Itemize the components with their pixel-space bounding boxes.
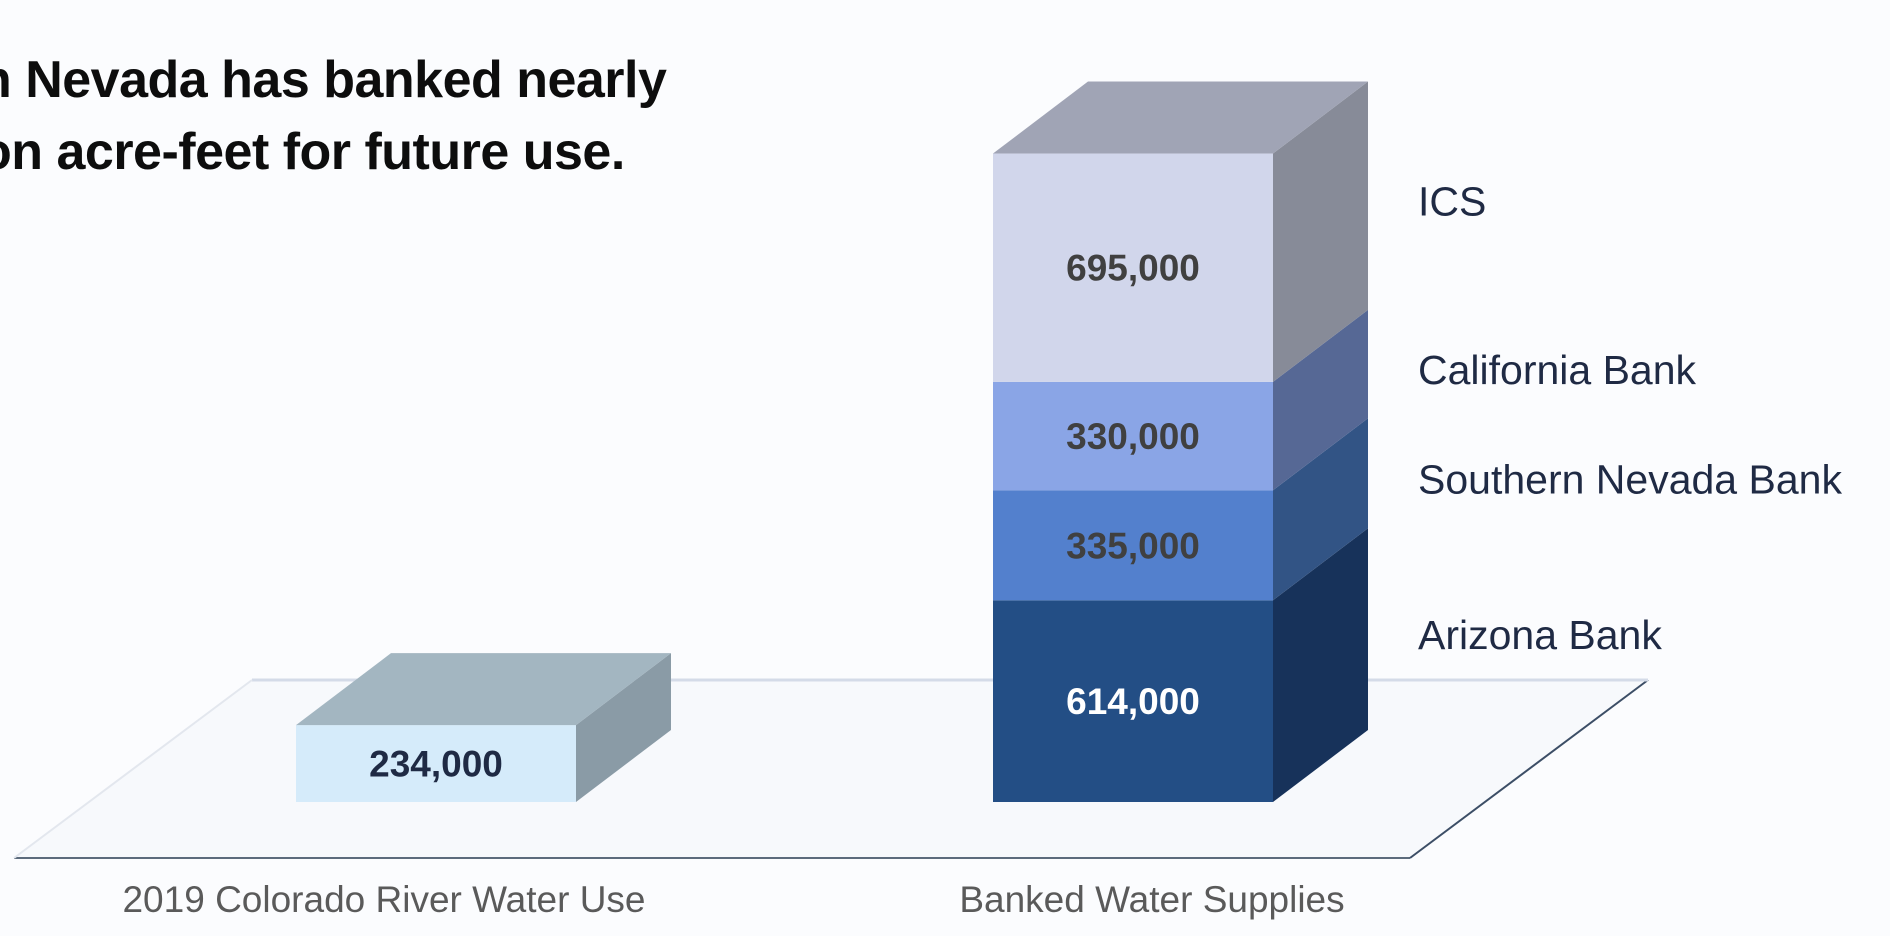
floor-plane	[14, 680, 1648, 858]
bar-segment	[993, 309, 1368, 491]
floor-left-edge	[13, 679, 253, 859]
bar-front-face	[993, 600, 1273, 802]
legend-label: Southern Nevada Bank	[1418, 456, 1842, 502]
category-label: Banked Water Supplies	[959, 879, 1344, 920]
data-label: 330,000	[1066, 416, 1200, 457]
bar-top-face	[296, 653, 671, 726]
legend-label: ICS	[1418, 179, 1486, 225]
bar-front-face	[993, 153, 1273, 382]
bar-side-face	[1273, 81, 1368, 382]
bar-side-face	[1273, 528, 1368, 802]
chart-title-line-1: n Nevada has banked nearly	[0, 51, 667, 109]
bar-front-face	[993, 490, 1273, 601]
data-label: 234,000	[369, 744, 503, 785]
bar-segment	[993, 81, 1368, 382]
bars	[296, 81, 1368, 802]
data-label: 335,000	[1066, 525, 1200, 566]
chart-title-line-2: on acre-feet for future use.	[0, 123, 625, 181]
bar-side-face	[1273, 309, 1368, 491]
bar-side-face	[576, 653, 671, 802]
category-label: 2019 Colorado River Water Use	[122, 879, 645, 920]
bar-front-face	[993, 381, 1273, 491]
legend-label: Arizona Bank	[1418, 612, 1662, 658]
bar-segment	[993, 528, 1368, 802]
floor-right-edge	[1409, 679, 1649, 859]
labels: 234,000 614,000 Arizona Bank 335,000 Souther…	[122, 179, 1842, 920]
bar-front-face	[296, 725, 576, 802]
data-label: 695,000	[1066, 248, 1200, 289]
chart-floor	[13, 678, 1649, 859]
bar-top-face	[993, 81, 1368, 154]
bar-side-face	[1273, 418, 1368, 601]
bar-segment	[993, 418, 1368, 601]
legend-label: California Bank	[1418, 347, 1697, 393]
chart-title: n Nevada has banked nearly on acre-feet …	[0, 44, 760, 188]
data-label: 614,000	[1066, 681, 1200, 722]
bar-segment	[296, 653, 671, 802]
